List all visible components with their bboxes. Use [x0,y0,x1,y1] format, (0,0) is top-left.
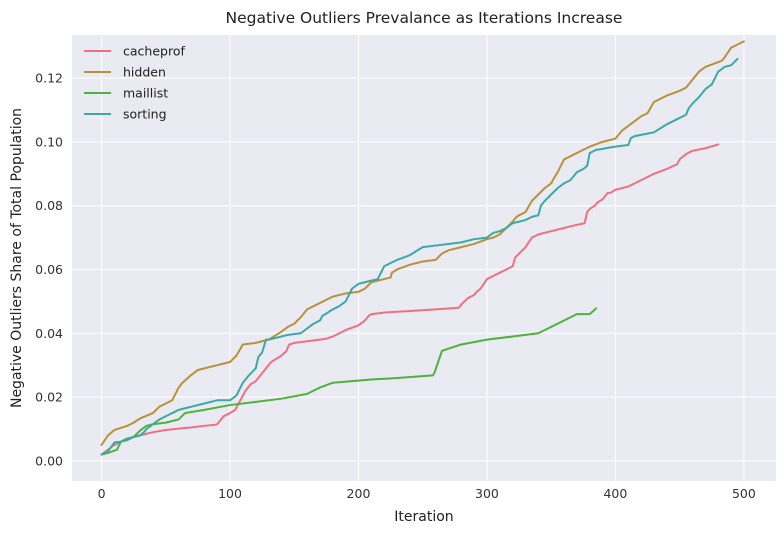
x-tick-label: 0 [98,486,106,501]
x-tick-label: 100 [218,486,242,501]
legend: cacheprof hidden maillist sorting [84,44,185,122]
series-line-hidden [100,40,745,446]
x-tick-label: 200 [347,486,371,501]
series-line-cacheprof [100,143,720,456]
y-tick-label: 0.06 [35,262,63,277]
y-tick-label: 0.12 [35,71,63,86]
y-tick-label: 0.02 [35,390,63,405]
y-tick-label: 0.00 [35,453,63,468]
x-tick-label: 300 [475,486,499,501]
series-line-sorting [100,57,739,456]
grid [72,35,776,481]
y-tick-labels: 0.00 0.02 0.04 0.06 0.08 0.10 0.12 [35,71,63,469]
y-tick-label: 0.08 [35,198,63,213]
chart-title: Negative Outliers Prevalance as Iteratio… [226,9,623,27]
legend-label-sorting: sorting [123,107,167,122]
legend-label-cacheprof: cacheprof [123,44,185,59]
y-axis-label: Negative Outliers Share of Total Populat… [9,108,25,408]
plot-area [72,35,776,481]
legend-label-hidden: hidden [123,65,166,80]
x-axis-label: Iteration [394,509,453,525]
x-tick-label: 500 [732,486,756,501]
x-tick-labels: 0 100 200 300 400 500 [98,486,756,501]
legend-label-maillist: maillist [123,86,168,101]
series-lines [100,40,745,456]
series-line-maillist [100,307,598,456]
x-tick-label: 400 [603,486,627,501]
y-tick-label: 0.10 [35,134,63,149]
y-tick-label: 0.04 [35,326,63,341]
